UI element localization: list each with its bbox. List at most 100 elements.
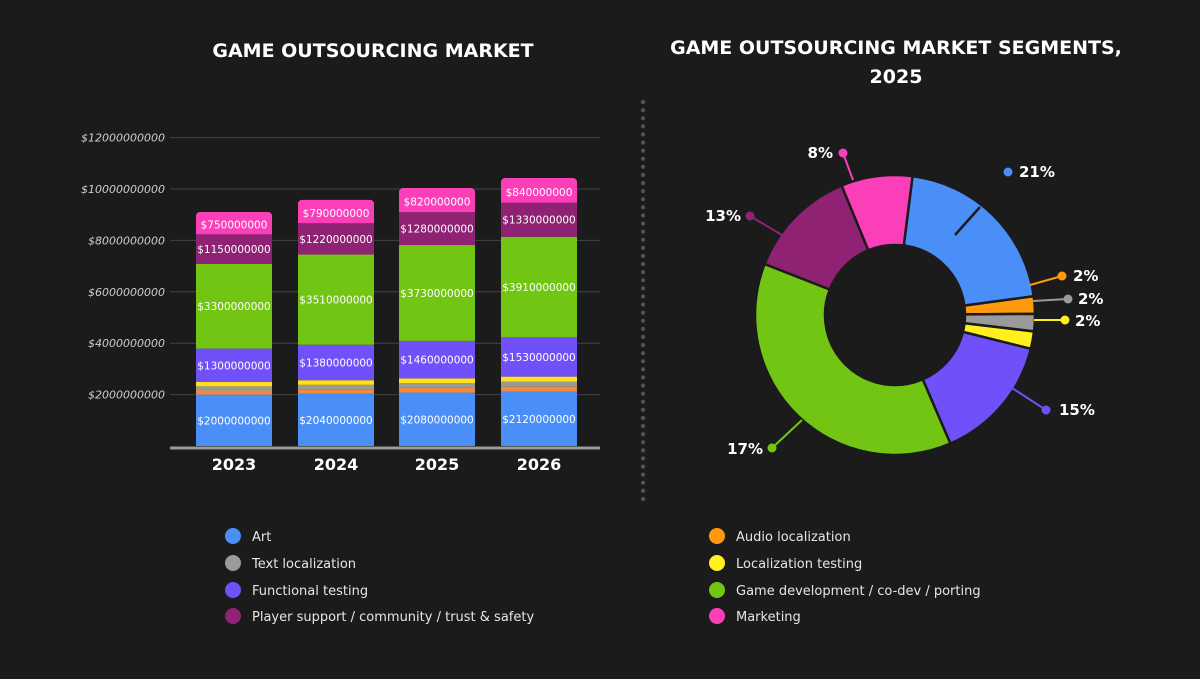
leader-line <box>842 152 854 181</box>
slice-percent-label: 2% <box>1078 290 1103 308</box>
legend-item-label: Game development / co-dev / porting <box>736 584 981 599</box>
y-tick-label: $2000000000 <box>88 389 165 402</box>
bar-segment <box>196 390 272 395</box>
bar-segment <box>501 386 577 392</box>
bar-segment <box>501 381 577 387</box>
donut-chart: 21% 2% 2% 2% 15% 17% 13% 8% <box>705 144 1103 458</box>
bar-value-label: $3730000000 <box>400 288 474 300</box>
legend-item-label: Audio localization <box>736 530 851 545</box>
y-tick-label: $10000000000 <box>81 183 165 196</box>
y-tick-label: $4000000000 <box>88 337 165 350</box>
x-tick-label: 2024 <box>314 455 359 474</box>
label-dot-icon <box>1063 294 1073 304</box>
bar-value-label: $820000000 <box>404 197 471 209</box>
bar-segment <box>196 348 272 383</box>
label-dot-icon <box>1041 405 1051 415</box>
bar-value-label: $840000000 <box>506 187 573 199</box>
bar-segment <box>298 384 374 390</box>
bar-segment <box>399 383 475 388</box>
bar-segment-cap <box>298 199 374 224</box>
bar-segment <box>196 394 272 446</box>
bar-value-label: $3300000000 <box>197 301 271 313</box>
donut-chart-title-line2: 2025 <box>870 66 923 88</box>
bar-chart: $2000000000 $4000000000 $6000000000 $800000… <box>81 132 600 474</box>
y-tick-label: $12000000000 <box>81 132 165 145</box>
legend-item-label: Text localization <box>251 557 356 572</box>
label-dot-icon <box>1057 271 1067 281</box>
bar-segment <box>298 380 374 385</box>
donut-chart-title: GAME OUTSOURCING MARKET SEGMENTS, <box>670 37 1122 59</box>
x-tick-label: 2025 <box>415 455 460 474</box>
slice-percent-label: 21% <box>1019 163 1055 181</box>
bar-chart-title: GAME OUTSOURCING MARKET <box>212 40 533 62</box>
bar-segment <box>501 337 577 377</box>
bar-segment <box>501 376 577 382</box>
bar-value-label: $2120000000 <box>502 414 576 426</box>
label-dot-icon <box>745 211 755 221</box>
donut-slice <box>839 173 914 252</box>
bar-segment <box>399 378 475 384</box>
legend-swatch-icon <box>225 528 241 544</box>
bar-segment <box>399 392 475 446</box>
bar-segment <box>196 263 272 349</box>
slice-percent-label: 13% <box>705 207 741 225</box>
bar-segment <box>501 202 577 237</box>
bar-value-label: $750000000 <box>201 220 268 232</box>
bar-segment <box>196 382 272 387</box>
bar-value-label: $1300000000 <box>197 360 271 372</box>
bar-value-label: $3910000000 <box>502 282 576 294</box>
bar-value-label: $1220000000 <box>299 234 373 246</box>
bar-segment <box>399 387 475 393</box>
bar-segment <box>399 212 475 246</box>
y-tick-label: $6000000000 <box>88 286 165 299</box>
slice-percent-label: 2% <box>1075 312 1100 330</box>
bar-segment <box>298 223 374 255</box>
leader-line <box>1029 275 1063 286</box>
leader-line <box>1011 387 1047 411</box>
legend-item-label: Functional testing <box>252 584 368 599</box>
bar-value-label: $1380000000 <box>299 357 373 369</box>
bar-segment <box>298 393 374 446</box>
donut-slice <box>753 262 953 457</box>
bar-value-label: $790000000 <box>303 208 370 220</box>
bar-segment <box>298 344 374 381</box>
bar-value-label: $1460000000 <box>400 355 474 367</box>
leader-line <box>771 419 803 449</box>
bar-value-label: $1530000000 <box>502 352 576 364</box>
bar-segment-cap <box>501 178 577 203</box>
legend-swatch-icon <box>709 528 725 544</box>
bar-value-label: $1150000000 <box>197 244 271 256</box>
slice-divider <box>954 206 981 236</box>
y-tick-label: $8000000000 <box>88 234 165 247</box>
bar-value-label: $1330000000 <box>502 215 576 227</box>
legend-swatch-icon <box>709 555 725 571</box>
bar-segment <box>501 391 577 446</box>
legend-item-label: Art <box>252 530 271 545</box>
bar-segment <box>399 245 475 341</box>
legend-item-label: Marketing <box>736 610 801 625</box>
slice-percent-label: 8% <box>808 144 833 162</box>
leader-line <box>1032 298 1069 302</box>
label-dot-icon <box>767 443 777 453</box>
bar-segment-cap <box>399 188 475 213</box>
legend-swatch-icon <box>225 608 241 624</box>
legend-item-label: Localization testing <box>736 557 862 572</box>
bar-segment <box>501 236 577 338</box>
label-dot-icon <box>838 148 848 158</box>
x-tick-label: 2023 <box>212 455 257 474</box>
bar-segment <box>196 234 272 264</box>
legend-item-label: Player support / community / trust & saf… <box>252 610 534 625</box>
slice-percent-label: 2% <box>1073 267 1098 285</box>
bar-value-label: $2080000000 <box>400 414 474 426</box>
donut-slice <box>902 174 1036 308</box>
label-dot-icon <box>1060 315 1070 325</box>
slice-percent-label: 17% <box>727 440 763 458</box>
legend-swatch-icon <box>709 608 725 624</box>
slice-percent-label: 15% <box>1059 401 1095 419</box>
bar-value-label: $1280000000 <box>400 224 474 236</box>
bar-value-label: $2040000000 <box>299 415 373 427</box>
x-tick-label: 2026 <box>517 455 562 474</box>
leader-line <box>749 215 783 236</box>
bar-value-label: $2000000000 <box>197 415 271 427</box>
